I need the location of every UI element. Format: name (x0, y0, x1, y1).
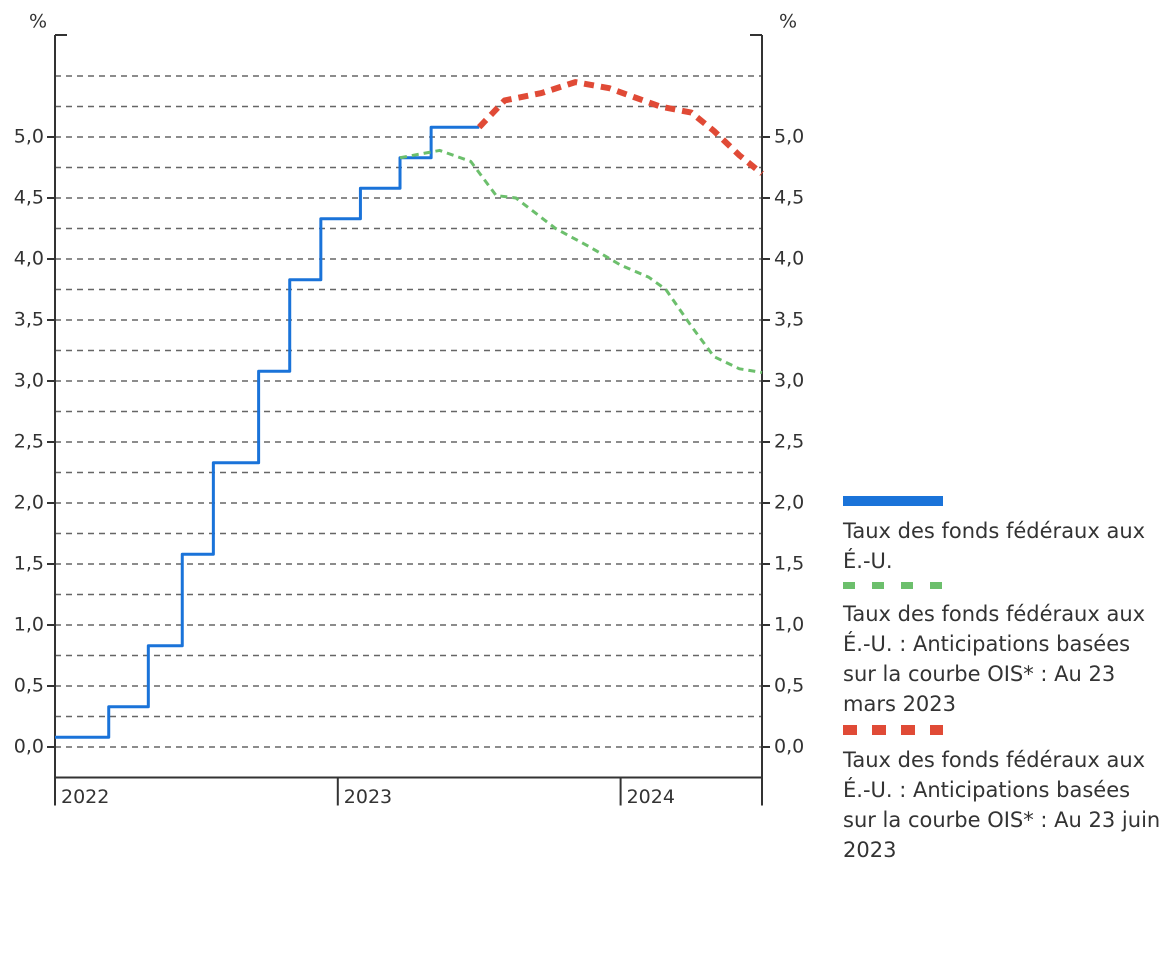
y-tick-label: 4,5 (14, 187, 44, 209)
y2-tick-label: 3,0 (774, 370, 804, 392)
x-tick-label: 2022 (61, 786, 109, 808)
y2-axis-label: % (779, 11, 797, 33)
y-tick-label: 0,5 (14, 675, 44, 697)
x-tick-label: 2023 (344, 786, 392, 808)
legend-label: Taux des fonds fédéraux aux É.-U. (843, 519, 1146, 573)
y-tick-label: 2,0 (14, 492, 44, 514)
legend-swatch (843, 725, 943, 735)
y2-tick-label: 3,5 (774, 309, 804, 331)
legend-label: Taux des fonds fédéraux aux É.-U. : Anti… (843, 748, 1161, 862)
series-line (55, 125, 480, 739)
y2-tick-label: 1,0 (774, 614, 804, 636)
y-tick-label: 0,0 (14, 736, 44, 758)
legend-label: Taux des fonds fédéraux aux É.-U. : Anti… (843, 602, 1146, 716)
y2-tick-label: 1,5 (774, 553, 804, 575)
y-tick-label: 4,0 (14, 248, 44, 270)
x-tick-label: 2024 (627, 786, 675, 808)
y-axis-label: % (29, 11, 47, 33)
y2-tick-label: 0,0 (774, 736, 804, 758)
y2-tick-label: 2,5 (774, 431, 804, 453)
y-tick-label: 3,0 (14, 370, 44, 392)
y2-tick-label: 0,5 (774, 675, 804, 697)
y-tick-label: 1,0 (14, 614, 44, 636)
y2-tick-label: 5,0 (774, 126, 804, 148)
y-tick-label: 3,5 (14, 309, 44, 331)
y2-tick-label: 4,5 (774, 187, 804, 209)
y2-tick-label: 2,0 (774, 492, 804, 514)
series-line (399, 148, 763, 374)
legend-swatch (843, 496, 943, 506)
y-tick-label: 1,5 (14, 553, 44, 575)
y2-tick-label: 4,0 (774, 248, 804, 270)
legend: Taux des fonds fédéraux aux É.-U. Taux de… (843, 490, 1163, 865)
y-tick-label: 2,5 (14, 431, 44, 453)
legend-swatch (843, 582, 943, 589)
y-tick-label: 5,0 (14, 126, 44, 148)
series-line (477, 79, 764, 176)
